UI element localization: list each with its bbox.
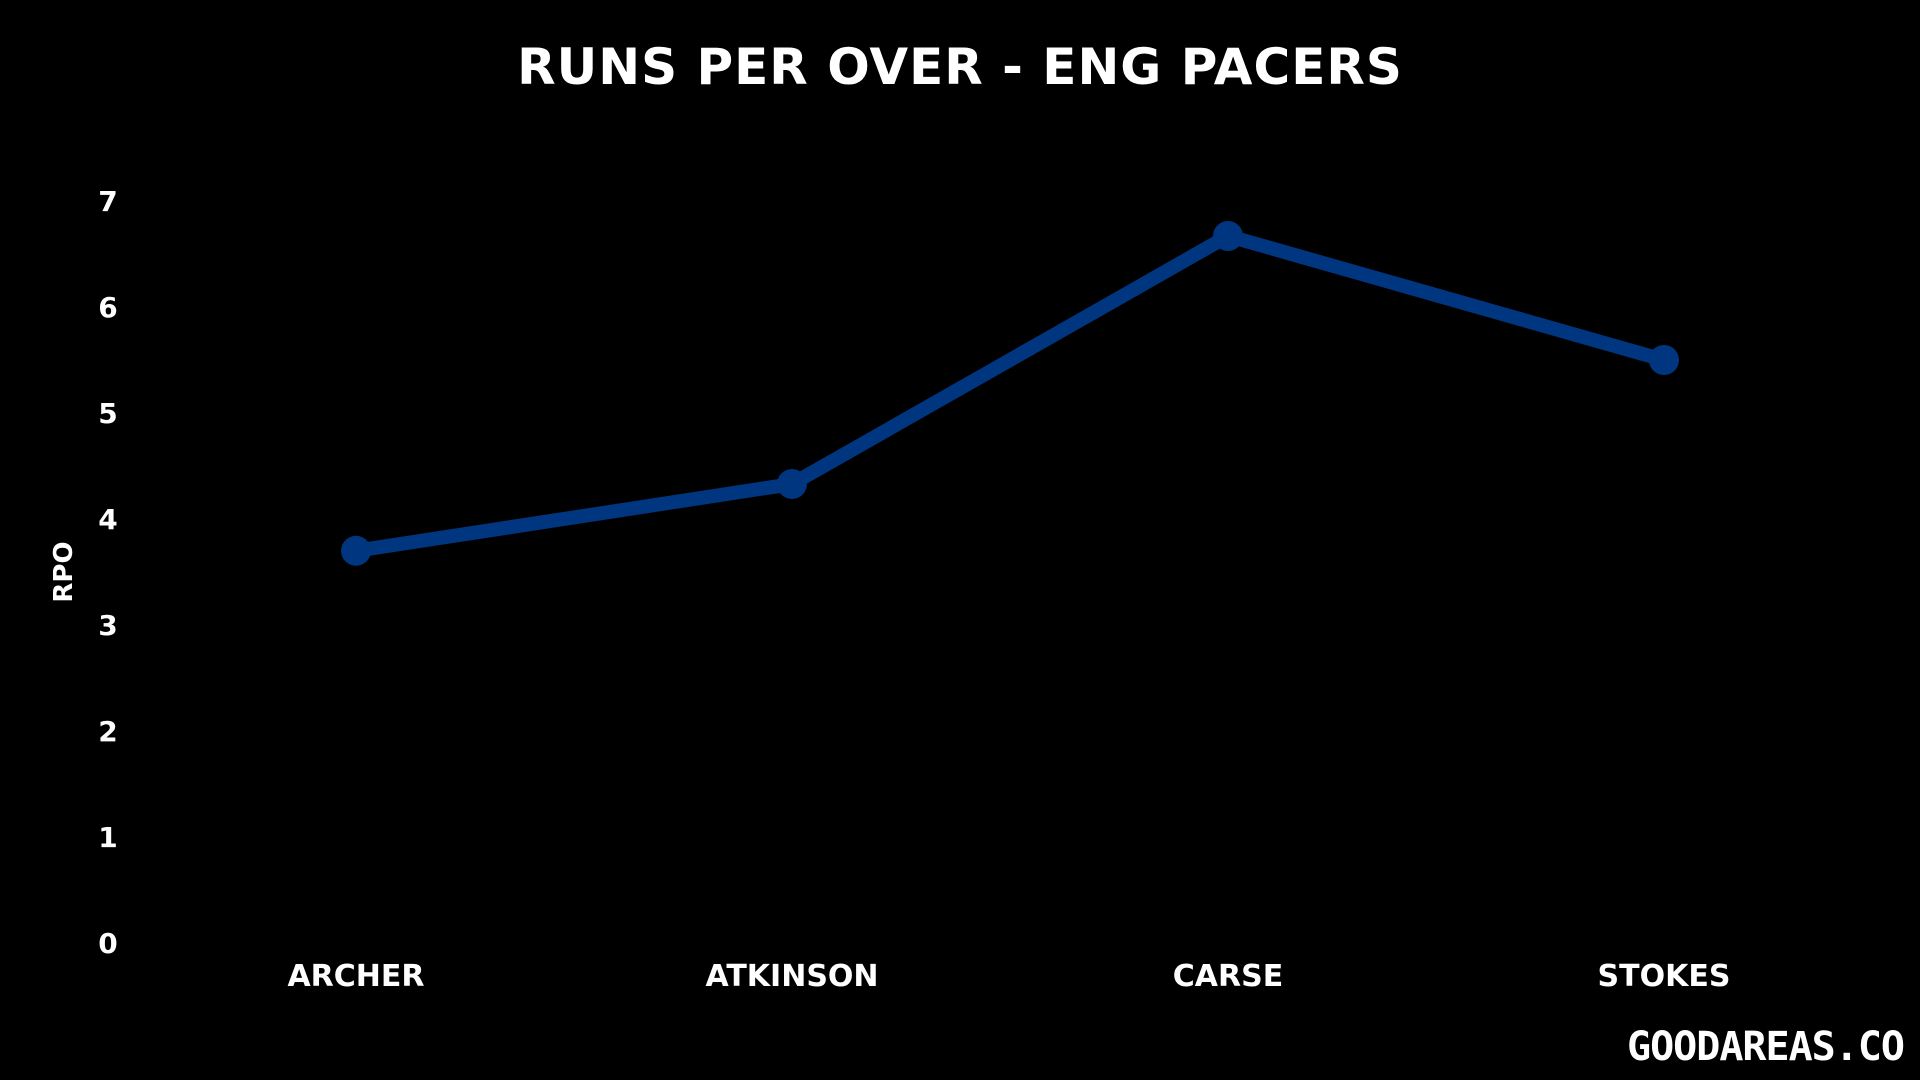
chart-title: RUNS PER OVER - ENG PACERS <box>517 38 1403 96</box>
data-point <box>1213 220 1243 251</box>
x-tick-label: ARCHER <box>287 959 424 994</box>
y-tick-label: 4 <box>98 503 117 536</box>
y-tick-label: 3 <box>98 609 117 642</box>
series-points <box>341 220 1679 566</box>
data-point <box>1649 345 1679 375</box>
x-tick-label: ATKINSON <box>705 959 878 994</box>
x-tick-label: STOKES <box>1598 959 1731 994</box>
y-tick-label: 5 <box>98 397 117 430</box>
x-tick-label: CARSE <box>1173 959 1283 994</box>
y-tick-label: 0 <box>98 927 117 960</box>
series-line <box>349 228 1671 558</box>
series-lines <box>349 228 1671 558</box>
x-axis-ticks: ARCHER ATKINSON CARSE STOKES <box>287 959 1730 994</box>
y-tick-label: 7 <box>98 185 117 218</box>
data-point <box>341 535 371 566</box>
watermark: GOODAREAS.CO <box>1627 1024 1905 1070</box>
data-point <box>777 469 807 500</box>
y-tick-label: 2 <box>98 715 117 748</box>
y-tick-label: 1 <box>98 821 117 854</box>
y-tick-label: 6 <box>98 291 117 324</box>
y-axis-ticks: 0 1 2 3 4 5 6 7 <box>98 185 117 960</box>
